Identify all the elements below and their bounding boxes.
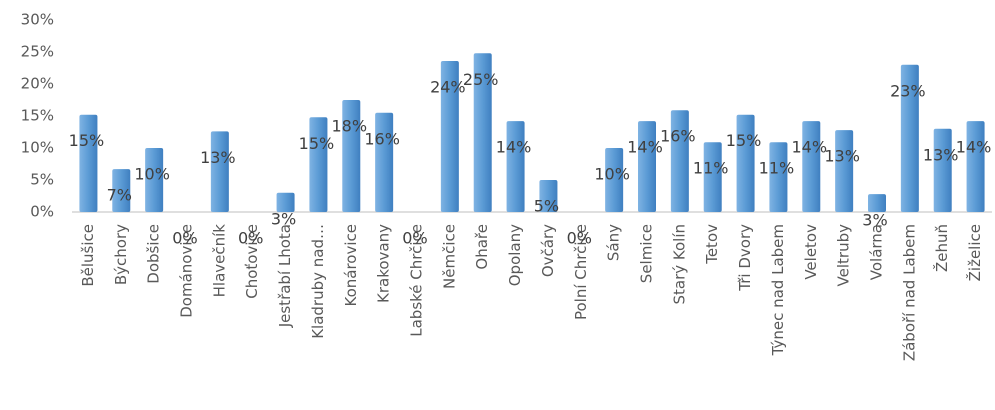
bar bbox=[210, 131, 229, 212]
bar bbox=[900, 64, 919, 212]
data-label: 15% bbox=[299, 134, 335, 153]
bar bbox=[309, 117, 328, 212]
x-tick-label: Týnec nad Labem bbox=[769, 224, 787, 356]
x-tick-label: Sány bbox=[605, 224, 623, 261]
data-label: 3% bbox=[862, 211, 887, 230]
x-tick-label: Bělušice bbox=[79, 224, 97, 287]
data-label: 15% bbox=[69, 131, 105, 150]
bar bbox=[112, 169, 131, 212]
x-tick-label: Selmice bbox=[638, 224, 656, 283]
data-label: 14% bbox=[496, 138, 532, 157]
data-label: 0% bbox=[402, 229, 427, 248]
data-label: 23% bbox=[890, 81, 926, 100]
bar bbox=[539, 180, 558, 212]
data-label: 10% bbox=[594, 165, 630, 184]
x-tick-label: Veltruby bbox=[835, 224, 853, 287]
data-label: 14% bbox=[792, 138, 828, 157]
bar bbox=[736, 114, 755, 212]
data-label: 13% bbox=[923, 145, 959, 164]
bar bbox=[605, 148, 624, 212]
x-tick-label: Ovčáry bbox=[539, 224, 557, 277]
data-label: 11% bbox=[759, 159, 795, 178]
bar bbox=[440, 60, 459, 213]
x-tick-label: Choťovice bbox=[243, 224, 261, 299]
x-tick-label: Němčice bbox=[440, 224, 458, 289]
x-tick-label: Tetov bbox=[703, 224, 721, 265]
x-tick-label: Starý Kolín bbox=[670, 224, 688, 305]
bar bbox=[703, 142, 722, 212]
x-tick-label: Býchory bbox=[112, 224, 130, 285]
bar bbox=[276, 192, 295, 212]
x-tick-label: Krakovany bbox=[375, 224, 393, 303]
x-tick-label: Polní Chrčice bbox=[572, 224, 590, 320]
bar bbox=[342, 100, 361, 212]
data-label: 14% bbox=[956, 138, 992, 157]
x-tick-label: Volárna bbox=[868, 224, 886, 280]
y-tick-label: 20% bbox=[21, 75, 54, 93]
data-label: 13% bbox=[200, 148, 236, 167]
data-label: 16% bbox=[660, 127, 696, 146]
x-tick-label: Žiželice bbox=[965, 224, 984, 281]
y-tick-label: 30% bbox=[21, 11, 54, 29]
data-label: 10% bbox=[134, 165, 170, 184]
data-label: 18% bbox=[332, 117, 368, 136]
x-tick-label: Konárovice bbox=[342, 224, 360, 307]
x-tick-label: Dobšice bbox=[145, 224, 163, 284]
bar bbox=[473, 53, 492, 212]
data-label: 14% bbox=[627, 138, 663, 157]
bar bbox=[375, 112, 394, 212]
y-tick-label: 5% bbox=[30, 171, 54, 189]
data-label: 5% bbox=[534, 197, 559, 216]
x-tick-label: Tři Dvory bbox=[736, 224, 754, 292]
x-tick-label: Ohaře bbox=[473, 224, 491, 270]
bar bbox=[802, 121, 821, 212]
bar bbox=[638, 121, 656, 212]
bar bbox=[145, 148, 164, 212]
bar bbox=[868, 194, 886, 212]
y-tick-label: 0% bbox=[30, 203, 54, 221]
data-label: 11% bbox=[693, 159, 729, 178]
bar bbox=[670, 110, 689, 212]
x-tick-label: Záboří nad Labem bbox=[900, 224, 918, 361]
bar bbox=[933, 128, 952, 212]
bar bbox=[79, 114, 98, 212]
x-tick-label: Labské Chrčice bbox=[408, 224, 426, 337]
data-label: 16% bbox=[364, 129, 400, 148]
x-tick-label: Veletov bbox=[802, 224, 820, 280]
bar bbox=[506, 121, 525, 212]
data-label: 3% bbox=[271, 209, 296, 228]
data-label: 0% bbox=[567, 229, 592, 248]
y-tick-label: 25% bbox=[21, 43, 54, 61]
x-tick-label: Dománovice bbox=[178, 224, 196, 318]
x-tick-label: Opolany bbox=[506, 224, 524, 286]
y-tick-label: 15% bbox=[21, 107, 54, 125]
x-tick-label: Jestřabí Lhota bbox=[276, 224, 294, 328]
y-tick-label: 10% bbox=[21, 139, 54, 157]
data-label: 13% bbox=[824, 147, 860, 166]
data-label: 25% bbox=[463, 70, 499, 89]
data-label: 15% bbox=[726, 131, 762, 150]
data-label: 24% bbox=[430, 77, 466, 96]
data-label: 0% bbox=[172, 229, 197, 248]
bar bbox=[769, 142, 788, 212]
bar bbox=[966, 121, 985, 212]
data-label: 0% bbox=[238, 229, 263, 248]
x-tick-label: Žehuň bbox=[932, 224, 951, 272]
x-tick-label: Kladruby nad… bbox=[309, 224, 327, 339]
x-tick-label: Hlavečník bbox=[210, 224, 228, 298]
data-label: 7% bbox=[107, 186, 132, 205]
bar bbox=[835, 130, 854, 212]
